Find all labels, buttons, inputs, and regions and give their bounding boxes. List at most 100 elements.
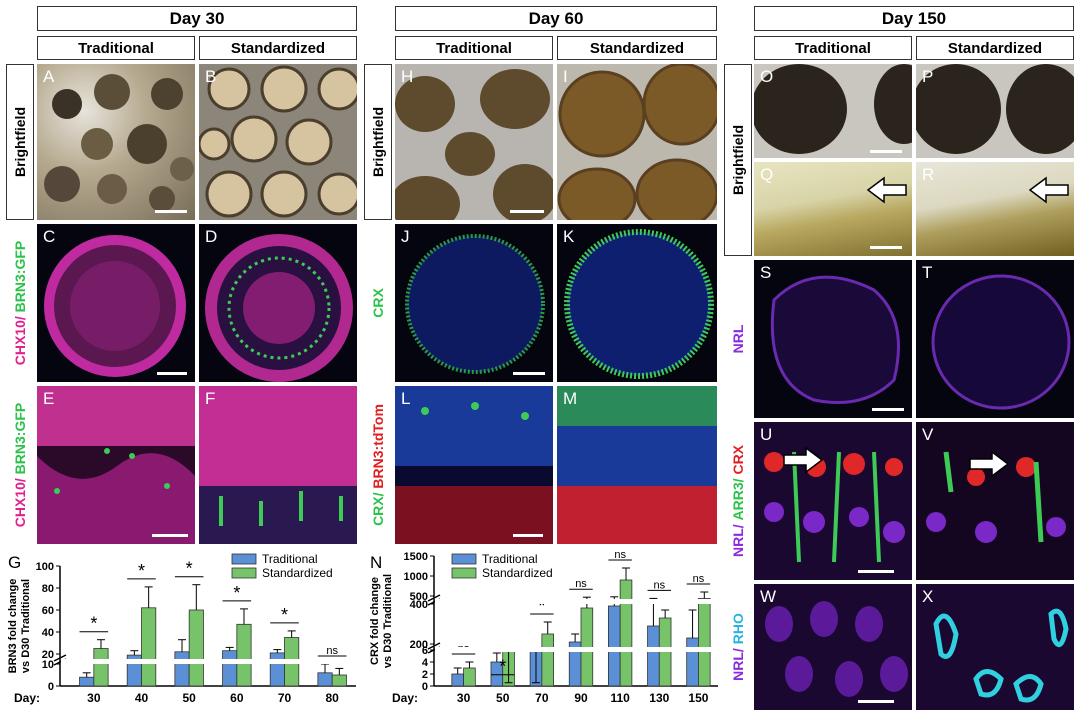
axis-break bbox=[427, 594, 441, 602]
panel-letter: X bbox=[922, 587, 934, 606]
panel-letter: N bbox=[370, 553, 382, 572]
axis-break-band bbox=[435, 599, 719, 604]
panel-letter: O bbox=[760, 67, 774, 86]
bar-traditional bbox=[317, 672, 333, 687]
scale-bar bbox=[872, 408, 904, 411]
panel-P-brightfield: P bbox=[916, 64, 1074, 158]
arrow-right-icon bbox=[969, 450, 1010, 478]
bar-standardized bbox=[463, 667, 476, 687]
significance-mark: * bbox=[90, 614, 97, 634]
panel-letter: K bbox=[563, 227, 575, 246]
legend-label: Traditional bbox=[482, 552, 538, 566]
header-day60: Day 60 bbox=[395, 6, 717, 31]
panel-U-fluorescence: U bbox=[754, 422, 912, 580]
significance-mark: ns bbox=[326, 645, 338, 657]
scale-bar bbox=[155, 210, 187, 213]
organoid-section-image bbox=[931, 274, 1071, 410]
panel-letter: T bbox=[922, 263, 933, 282]
legend-swatch bbox=[231, 567, 257, 579]
panel-letter: Q bbox=[760, 165, 774, 184]
organoid-section-image bbox=[770, 275, 900, 404]
panel-letter: P bbox=[922, 67, 934, 86]
x-tick-label: 80 bbox=[325, 691, 339, 705]
x-tick-label: 90 bbox=[574, 691, 588, 705]
rowlabel-nrl-arr3-crx: NRL/ ARR3/ CRX bbox=[724, 422, 752, 580]
panel-letter: V bbox=[922, 425, 934, 444]
brn3gfp-label: BRN3:GFP bbox=[12, 240, 28, 313]
subheader-label: Standardized bbox=[230, 39, 326, 57]
photoreceptor-image bbox=[926, 451, 1066, 543]
y-tick-label: 500 bbox=[410, 591, 428, 603]
subheader-d150-standardized: Standardized bbox=[916, 36, 1074, 60]
bar-traditional bbox=[79, 676, 95, 687]
rod-image bbox=[933, 608, 1069, 703]
scale-bar bbox=[858, 700, 894, 703]
significance-mark: ns bbox=[693, 573, 705, 585]
bar-standardized bbox=[698, 598, 711, 687]
bar-traditional bbox=[607, 605, 621, 687]
panel-A-brightfield: A bbox=[37, 64, 195, 220]
bar-traditional bbox=[174, 651, 190, 687]
panel-letter: S bbox=[760, 263, 772, 282]
organoid-cluster-image bbox=[395, 69, 553, 220]
scale-bar bbox=[513, 372, 545, 375]
panel-X-fluorescence: X bbox=[916, 584, 1074, 710]
panel-V-fluorescence: V bbox=[916, 422, 1074, 580]
rowlabel-brightfield-d150: Brightfield bbox=[724, 64, 752, 256]
legend-swatch bbox=[451, 553, 477, 565]
panel-letter: R bbox=[922, 165, 935, 184]
panel-W-fluorescence: W bbox=[754, 584, 912, 710]
significance-mark: * bbox=[499, 657, 506, 677]
bar-standardized bbox=[188, 609, 204, 687]
panel-D-fluorescence: D bbox=[199, 224, 357, 382]
panel-J-fluorescence: J bbox=[395, 224, 553, 382]
significance-mark: * bbox=[186, 559, 193, 579]
row-label-text: Brightfield bbox=[12, 107, 28, 177]
panel-letter: A bbox=[43, 67, 55, 86]
crx-label: CRX bbox=[730, 444, 746, 475]
panel-letter: B bbox=[205, 67, 217, 86]
y-tick-label: 0 bbox=[422, 681, 428, 693]
y-axis-label: CRX fold changevs D30 Traditional bbox=[369, 574, 394, 668]
significance-mark: ns bbox=[614, 549, 626, 561]
panel-L-fluorescence: L bbox=[395, 386, 553, 544]
organoid-image bbox=[754, 64, 912, 154]
crx-label: CRX bbox=[370, 288, 386, 318]
chx10-label: CHX10/ bbox=[12, 316, 28, 366]
bar-traditional bbox=[269, 652, 285, 687]
significance-mark: ns bbox=[653, 579, 665, 591]
x-tick-label: 30 bbox=[87, 691, 101, 705]
subheader-d30-standardized: Standardized bbox=[199, 36, 357, 60]
row-label-text: Brightfield bbox=[730, 125, 746, 195]
legend-label: Standardized bbox=[482, 566, 553, 580]
panel-K-fluorescence: K bbox=[557, 224, 717, 382]
y-tick-label: 400 bbox=[410, 599, 428, 611]
row-label-text: Brightfield bbox=[370, 107, 386, 177]
nrl-label: NRL bbox=[730, 324, 746, 354]
x-tick-label: 50 bbox=[496, 691, 510, 705]
y-tick-label: 1500 bbox=[404, 551, 428, 563]
x-tick-label: 30 bbox=[457, 691, 471, 705]
subheader-label: Standardized bbox=[589, 39, 685, 57]
bar-standardized bbox=[141, 607, 157, 687]
y-axis-label: BRN3 fold changevs D30 Traditional bbox=[7, 579, 32, 674]
panel-F-fluorescence: F bbox=[199, 386, 357, 544]
panel-O-brightfield: O bbox=[754, 64, 912, 158]
y-tick-label: 0 bbox=[48, 681, 54, 693]
subheader-label: Traditional bbox=[795, 39, 871, 57]
rowlabel-chx10-brn3-e: CHX10/ BRN3:GFP bbox=[6, 386, 34, 544]
y-tick-label: 2 bbox=[422, 669, 428, 681]
panel-R-brightfield: R bbox=[916, 162, 1074, 256]
subheader-d150-traditional: Traditional bbox=[754, 36, 912, 60]
scale-bar bbox=[858, 570, 894, 573]
organoid-grid-image bbox=[557, 64, 717, 220]
panel-H-brightfield: H bbox=[395, 64, 553, 220]
arrow-left-icon bbox=[866, 176, 907, 204]
organoid-image bbox=[916, 64, 1074, 154]
arrow-left-icon bbox=[1028, 176, 1069, 204]
rowlabel-brightfield-d60: Brightfield bbox=[364, 64, 392, 220]
panel-I-brightfield: I bbox=[557, 64, 717, 220]
subheader-label: Traditional bbox=[436, 39, 512, 57]
subheader-label: Traditional bbox=[78, 39, 154, 57]
panel-letter: J bbox=[401, 227, 410, 246]
